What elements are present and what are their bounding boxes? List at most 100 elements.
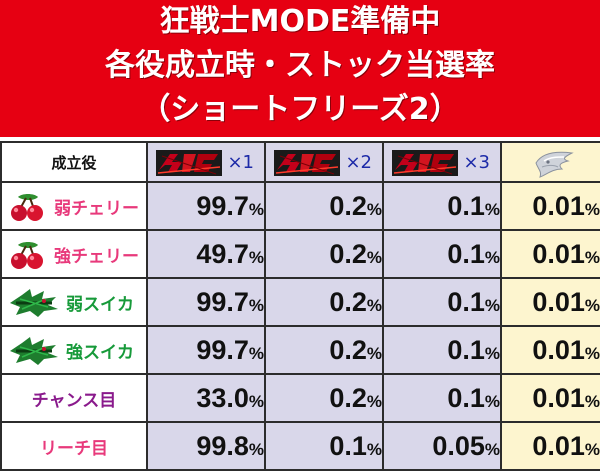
rate-value: 49.7 [196, 238, 249, 269]
rate-value: 0.05 [432, 430, 485, 461]
percent-unit: % [584, 247, 600, 267]
title-line-2: 各役成立時・ストック当選率 [105, 48, 495, 83]
percent-unit: % [366, 247, 382, 267]
role-cell: 強スイカ [0, 325, 148, 375]
role-cell: 弱チェリー [0, 181, 148, 231]
rate-cell: 0.1% [382, 277, 502, 327]
rate-value: 99.7 [196, 286, 249, 317]
title-banner: 狂戦士MODE準備中 各役成立時・ストック当選率 （ショートフリーズ2） [0, 0, 600, 137]
rate-cell: 0.2% [264, 325, 384, 375]
percent-unit: % [248, 295, 264, 315]
rate-cell: 0.2% [264, 277, 384, 327]
rate-cell: 0.2% [264, 181, 384, 231]
rate-value: 0.1 [447, 190, 485, 221]
rate-value: 0.01 [532, 430, 585, 461]
percent-unit: % [584, 199, 600, 219]
rate-value: 0.2 [329, 286, 367, 317]
role-cell: リーチ目 [0, 421, 148, 471]
rate-value: 0.1 [447, 238, 485, 269]
role-label: 強チェリー [54, 246, 139, 267]
percent-unit: % [248, 343, 264, 363]
percent-unit: % [248, 247, 264, 267]
table-row: 弱チェリー 99.7% 0.2% 0.1% 0.01% [0, 181, 600, 231]
rate-cell: 0.1% [382, 325, 502, 375]
rate-cell: 0.01% [500, 277, 600, 327]
rate-value: 0.2 [329, 382, 367, 413]
role-cell: 弱スイカ [0, 277, 148, 327]
rate-value: 0.2 [329, 238, 367, 269]
rate-value: 0.01 [532, 334, 585, 365]
stock-rate-table: 成立役 ×1 ×2 ×3 弱チェリー 99.7% 0.2% 0.1% 0.01% [0, 141, 600, 471]
role-cell: チャンス目 [0, 373, 148, 423]
rate-cell: 0.05% [382, 421, 502, 471]
rate-cell: 0.01% [500, 421, 600, 471]
percent-unit: % [584, 295, 600, 315]
rate-cell: 99.7% [146, 277, 266, 327]
rate-cell: 0.01% [500, 181, 600, 231]
rate-value: 33.0 [196, 382, 249, 413]
cherry-icon [11, 242, 43, 269]
percent-unit: % [484, 391, 500, 411]
rate-cell: 0.01% [500, 373, 600, 423]
stock-x2-column-header: ×2 [264, 141, 384, 183]
percent-unit: % [484, 295, 500, 315]
rate-cell: 99.8% [146, 421, 266, 471]
watermelon-icon [10, 289, 58, 317]
percent-unit: % [584, 391, 600, 411]
rate-cell: 0.1% [382, 373, 502, 423]
percent-unit: % [484, 439, 500, 459]
percent-unit: % [366, 199, 382, 219]
berserk-logo-icon [392, 150, 458, 176]
silver-eagle-emblem-icon [535, 151, 574, 178]
rate-cell: 0.1% [382, 229, 502, 279]
eagle-column-header [500, 141, 600, 183]
rate-value: 99.7 [196, 190, 249, 221]
rate-value: 0.2 [329, 190, 367, 221]
percent-unit: % [248, 439, 264, 459]
rate-value: 0.01 [532, 382, 585, 413]
percent-unit: % [484, 247, 500, 267]
rate-cell: 0.2% [264, 229, 384, 279]
watermelon-icon [10, 337, 58, 365]
role-label: 弱スイカ [66, 294, 134, 315]
rate-cell: 49.7% [146, 229, 266, 279]
table-row: 弱スイカ 99.7% 0.2% 0.1% 0.01% [0, 277, 600, 327]
berserk-logo-icon [274, 150, 340, 176]
rate-cell: 33.0% [146, 373, 266, 423]
rate-cell: 0.1% [382, 181, 502, 231]
rate-value: 0.1 [329, 430, 367, 461]
role-column-header: 成立役 [0, 141, 148, 183]
percent-unit: % [248, 199, 264, 219]
rate-value: 0.2 [329, 334, 367, 365]
rate-value: 99.8 [196, 430, 249, 461]
role-cell: 強チェリー [0, 229, 148, 279]
rate-value: 0.1 [447, 286, 485, 317]
role-label: チャンス目 [31, 390, 117, 411]
rate-cell: 0.2% [264, 373, 384, 423]
rate-cell: 0.01% [500, 325, 600, 375]
title-line-3: （ショートフリーズ2） [140, 92, 460, 127]
rate-cell: 99.7% [146, 181, 266, 231]
berserk-logo-icon [156, 150, 222, 176]
multiplier-label: ×1 [227, 152, 254, 173]
percent-unit: % [366, 343, 382, 363]
percent-unit: % [584, 343, 600, 363]
title-line-1: 狂戦士MODE準備中 [159, 4, 441, 39]
role-label: リーチ目 [40, 438, 108, 459]
rate-cell: 0.01% [500, 229, 600, 279]
rate-value: 0.1 [447, 334, 485, 365]
percent-unit: % [584, 439, 600, 459]
percent-unit: % [484, 343, 500, 363]
multiplier-label: ×2 [345, 152, 372, 173]
rate-value: 0.1 [447, 382, 485, 413]
rate-value: 0.01 [532, 286, 585, 317]
table-row: チャンス目 33.0% 0.2% 0.1% 0.01% [0, 373, 600, 423]
role-label: 強スイカ [66, 342, 134, 363]
stock-x3-column-header: ×3 [382, 141, 502, 183]
table-row: 強チェリー 49.7% 0.2% 0.1% 0.01% [0, 229, 600, 279]
percent-unit: % [484, 199, 500, 219]
table-row: 強スイカ 99.7% 0.2% 0.1% 0.01% [0, 325, 600, 375]
multiplier-label: ×3 [463, 152, 490, 173]
table-header-row: 成立役 ×1 ×2 ×3 [0, 141, 600, 183]
percent-unit: % [366, 439, 382, 459]
